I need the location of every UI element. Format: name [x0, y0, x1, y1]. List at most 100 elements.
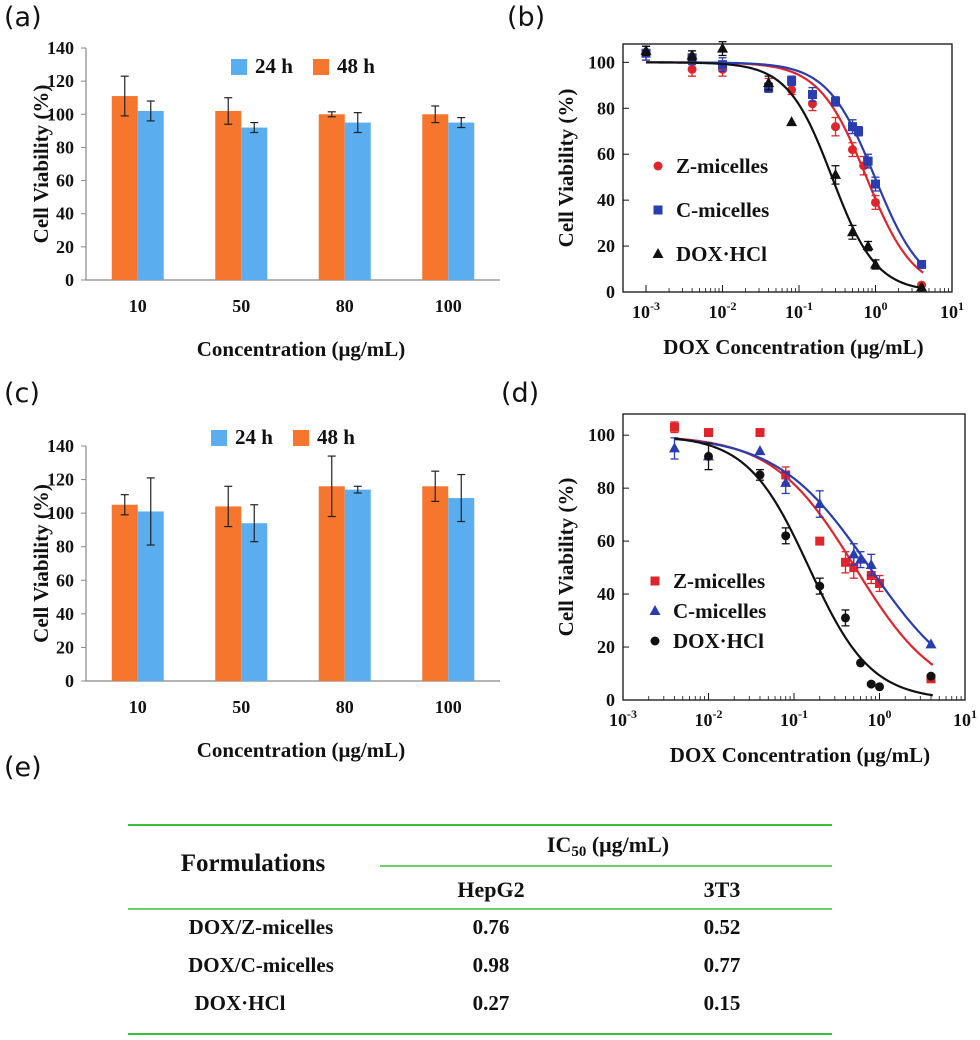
- chart-c: 0 20 40 60 80 100 120 140 10 50 80 100 24 h 48 h Conce…: [29, 425, 500, 762]
- data-point: [865, 558, 877, 569]
- bar: [422, 486, 449, 681]
- data-point: [754, 445, 766, 456]
- data-point: [686, 49, 698, 60]
- table-col-3t3: 3T3: [704, 877, 741, 902]
- y-tick-label: 20: [597, 236, 615, 256]
- data-point: [863, 156, 873, 166]
- y-tick-label: 140: [47, 436, 74, 456]
- x-axis-label: DOX Concentration (μg/mL): [670, 743, 930, 767]
- x-axis-label: Concentration (μg/mL): [197, 337, 405, 361]
- y-tick-label: 100: [588, 52, 615, 72]
- legend-swatch: [313, 59, 329, 75]
- data-point: [840, 557, 850, 567]
- data-point: [787, 76, 797, 86]
- ic50-label: IC: [547, 832, 571, 857]
- legend-label: DOX·HCl: [673, 629, 764, 653]
- y-tick-label: 80: [597, 98, 615, 118]
- y-tick-label: 40: [597, 584, 615, 604]
- y-tick-label: 80: [597, 478, 615, 498]
- fit-curve: [674, 437, 933, 697]
- data-point: [875, 682, 884, 692]
- x-tick-label: 10-3: [609, 707, 637, 730]
- data-point: [917, 259, 927, 269]
- table-header-formulations: Formulations: [181, 850, 326, 877]
- x-tick-label: 100: [864, 299, 888, 322]
- table-row-name: DOX/C-micelles: [188, 953, 334, 977]
- bar: [215, 506, 242, 681]
- x-tick-label: 10-1: [780, 707, 808, 730]
- bar: [318, 114, 345, 281]
- data-point: [687, 64, 697, 74]
- legend-label: Z-micelles: [673, 569, 765, 593]
- y-tick-label: 60: [597, 144, 615, 164]
- y-tick-label: 40: [597, 190, 615, 210]
- data-point: [815, 581, 825, 591]
- data-point: [856, 658, 866, 668]
- bar: [215, 110, 242, 280]
- x-tick-label: 10-2: [709, 299, 737, 322]
- data-point: [781, 531, 791, 541]
- bar: [241, 523, 268, 681]
- x-axis-label: Concentration (μg/mL): [197, 738, 405, 762]
- y-tick-label: 0: [606, 282, 615, 302]
- data-point: [831, 96, 841, 106]
- y-tick-label: 120: [47, 470, 74, 490]
- chart-a: 0 20 40 60 80 100 120 140 10 50 80 100 24 h 48 h Conce…: [29, 38, 500, 361]
- data-point: [831, 122, 841, 132]
- ic50-unit: (μg/mL): [586, 832, 669, 857]
- legend-marker: [649, 605, 661, 615]
- panel-label-c: (c): [4, 378, 40, 409]
- table-cell: 0.76: [473, 915, 510, 939]
- bar: [448, 122, 475, 280]
- x-axis-label: DOX Concentration (μg/mL): [663, 335, 923, 359]
- data-point: [704, 451, 713, 461]
- legend-swatch: [231, 59, 247, 75]
- legend-marker: [652, 248, 664, 258]
- data-point: [840, 613, 850, 623]
- x-tick-label: 100: [435, 296, 462, 316]
- y-tick-label: 140: [47, 38, 74, 58]
- y-tick-label: 60: [56, 570, 74, 590]
- data-point: [755, 470, 765, 480]
- data-point: [815, 536, 825, 546]
- bar: [448, 498, 475, 681]
- data-point: [668, 442, 680, 453]
- panel-label-e: (e): [4, 752, 42, 783]
- y-tick-label: 0: [65, 671, 74, 691]
- x-tick-label: 101: [940, 299, 964, 322]
- table-row-name: DOX·HCl: [194, 991, 285, 1015]
- x-tick-label: 101: [953, 707, 977, 730]
- legend-label: DOX·HCl: [676, 242, 767, 266]
- y-tick-label: 100: [588, 425, 615, 445]
- x-tick-label: 10-3: [632, 299, 660, 322]
- data-point: [780, 476, 792, 487]
- x-tick-label: 50: [232, 697, 250, 717]
- legend-marker: [650, 576, 660, 586]
- y-axis-label: Cell Viability (%): [554, 478, 578, 637]
- data-point: [640, 44, 652, 55]
- x-tick-label: 10: [129, 296, 147, 316]
- data-point: [786, 116, 798, 127]
- bar: [318, 486, 345, 681]
- y-tick-label: 80: [56, 137, 74, 157]
- data-point: [846, 226, 858, 237]
- bar: [422, 114, 449, 281]
- x-tick-label: 80: [336, 697, 354, 717]
- chart-b: 0 20 40 60 80 100 10-3 10-2 10-1 100 101 Z-micelles…: [554, 41, 964, 359]
- y-axis-label: Cell Viability (%): [29, 85, 53, 244]
- data-point: [871, 179, 881, 189]
- bar: [137, 110, 164, 280]
- ic50-table: Formulations IC50 (μg/mL) HepG2 3T3 DOX/…: [128, 824, 832, 1035]
- legend-label: C-micelles: [673, 599, 766, 623]
- legend-label: Z-micelles: [676, 154, 768, 178]
- panel-label-b: (b): [507, 2, 546, 33]
- x-tick-label: 100: [435, 697, 462, 717]
- x-tick-label: 10-2: [695, 707, 723, 730]
- x-tick-label: 10-1: [785, 299, 813, 322]
- data-point: [925, 638, 937, 649]
- legend-label: 48 h: [337, 54, 375, 78]
- data-point: [870, 258, 882, 269]
- table-row-name: DOX/Z-micelles: [189, 915, 334, 939]
- legend-label: 24 h: [255, 54, 293, 78]
- fit-curve: [674, 437, 934, 647]
